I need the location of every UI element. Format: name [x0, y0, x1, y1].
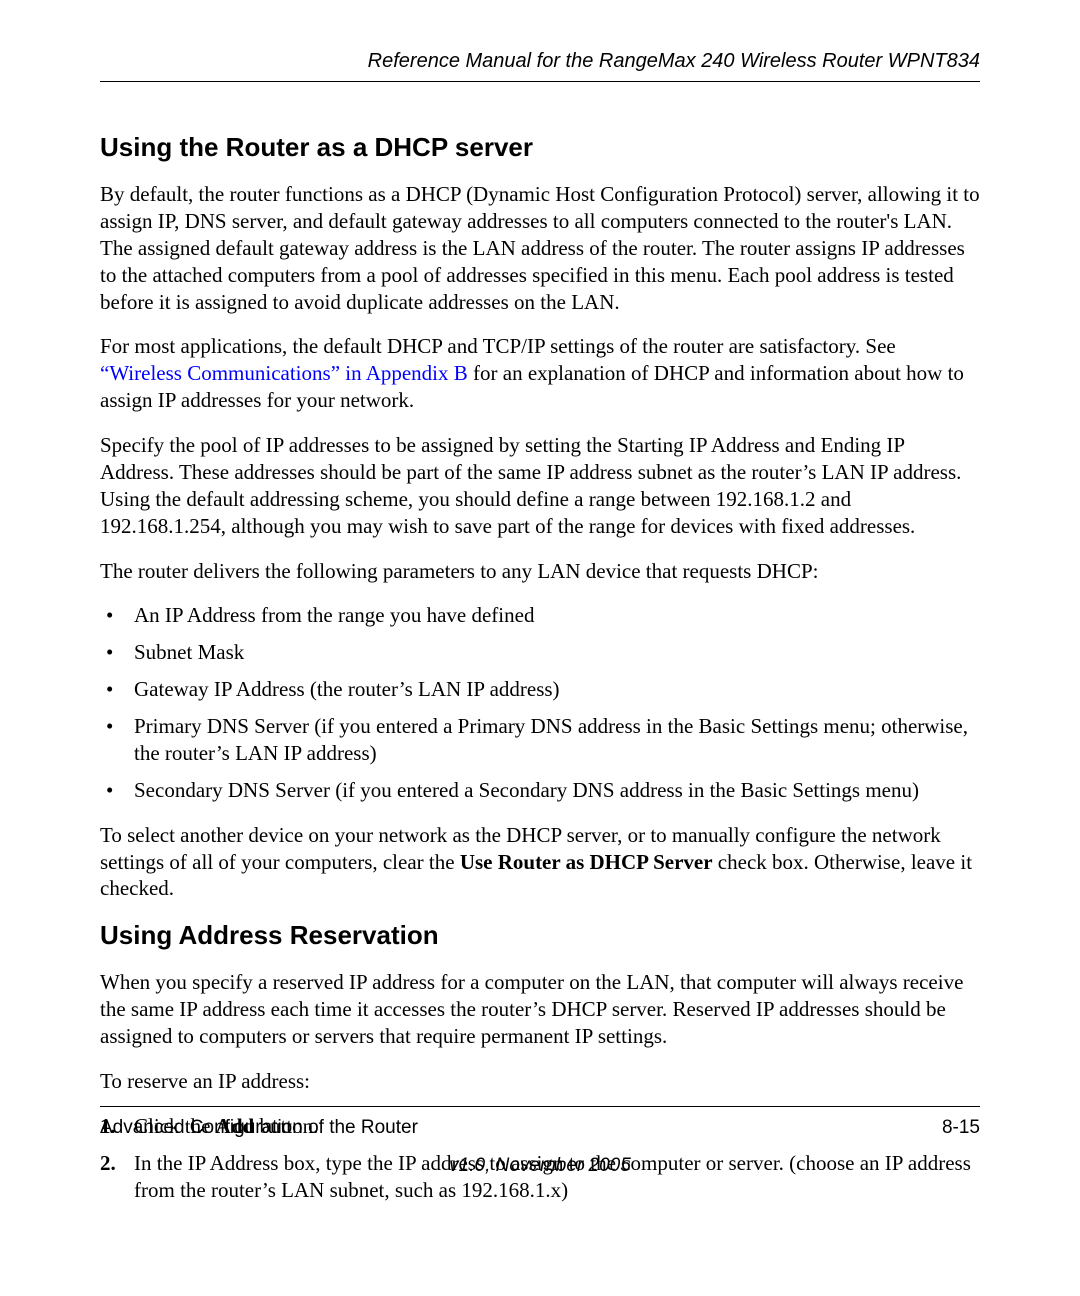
appendix-link[interactable]: “Wireless Communications” in Appendix B [100, 361, 468, 385]
list-item: Subnet Mask [100, 639, 980, 666]
paragraph: Specify the pool of IP addresses to be a… [100, 432, 980, 540]
footer-page-number: 8-15 [942, 1117, 980, 1139]
list-item: Gateway IP Address (the router’s LAN IP … [100, 676, 980, 703]
section-heading-dhcp: Using the Router as a DHCP server [100, 132, 980, 163]
paragraph: To reserve an IP address: [100, 1068, 980, 1095]
dhcp-params-list: An IP Address from the range you have de… [100, 602, 980, 803]
page-content: Reference Manual for the RangeMax 240 Wi… [100, 50, 980, 1221]
paragraph: The router delivers the following parame… [100, 558, 980, 585]
footer-chapter: Advanced Configuration of the Router [100, 1117, 418, 1139]
text: For most applications, the default DHCP … [100, 334, 896, 358]
list-item: Secondary DNS Server (if you entered a S… [100, 777, 980, 804]
running-header: Reference Manual for the RangeMax 240 Wi… [100, 50, 980, 82]
paragraph: When you specify a reserved IP address f… [100, 969, 980, 1050]
paragraph: For most applications, the default DHCP … [100, 333, 980, 414]
page-footer: Advanced Configuration of the Router 8-1… [100, 1106, 980, 1177]
section-heading-reservation: Using Address Reservation [100, 920, 980, 951]
footer-version: v1.0, November 2005 [100, 1155, 980, 1177]
list-item: Primary DNS Server (if you entered a Pri… [100, 713, 980, 767]
paragraph: By default, the router functions as a DH… [100, 181, 980, 315]
list-item: An IP Address from the range you have de… [100, 602, 980, 629]
paragraph: To select another device on your network… [100, 822, 980, 903]
bold-text: Use Router as DHCP Server [460, 850, 713, 874]
